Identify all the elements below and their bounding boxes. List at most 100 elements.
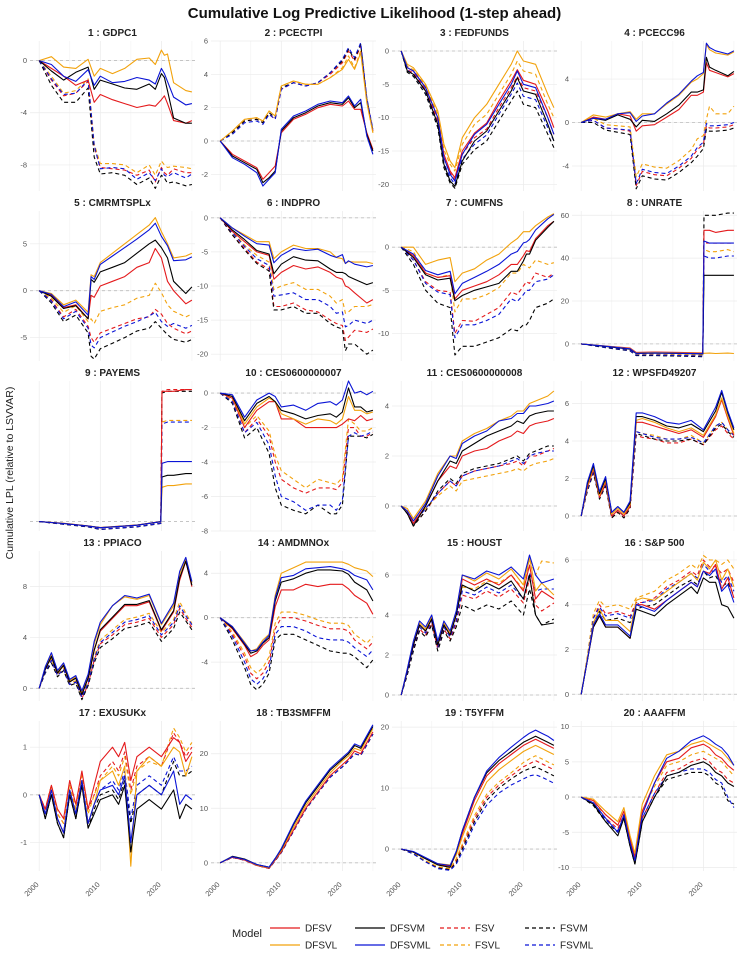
series-line-dfsvm — [39, 473, 192, 529]
panel-14: 14 : AMDMNOx -4 0 4 — [201, 538, 376, 701]
legend: Model DFSV DFSVL DFSVM DFSVML FSV FSVL FSVM FSV… — [232, 924, 594, 952]
panel-5: 5 : CMRMTSPLx -5 0 5 — [20, 198, 195, 361]
y-tick-label: -20 — [378, 180, 389, 189]
series-line-fsvl — [38, 60, 193, 176]
y-tick-label: -10 — [378, 329, 389, 338]
panel-7: 7 : CUMFNS -10 -5 0 — [378, 198, 557, 361]
series-line-dfsvml — [400, 554, 555, 696]
legend-label-dfsvm: DFSVM — [390, 924, 425, 935]
series-line-dfsvl — [580, 559, 735, 695]
y-tick-label: 4 — [204, 70, 208, 79]
series-line-fsvl — [400, 457, 555, 522]
panel-10: 10 : CES0600000007 -8 -6 -4 -2 0 — [201, 368, 376, 536]
series-line-dfsvml — [39, 461, 192, 529]
legend-label-fsvl: FSVL — [475, 941, 500, 952]
series-line-dfsvml — [580, 568, 735, 695]
series-line-fsv — [580, 425, 735, 519]
y-tick-label: 4 — [204, 569, 208, 578]
panel-1: 1 : GDPC1 -8 -4 0 — [20, 28, 195, 191]
series-line-fsvm — [219, 617, 374, 691]
panel-title: 20 : AAAFFM — [624, 708, 686, 719]
y-tick-label: -4 — [201, 458, 208, 467]
series-line-dfsv — [38, 60, 193, 124]
y-tick-label: 0 — [23, 790, 27, 799]
series-line-fsvl — [219, 392, 374, 489]
series-line-fsvml — [39, 421, 192, 530]
series-line-fsvm — [400, 588, 555, 696]
series-line-dfsv — [38, 737, 193, 820]
series-line-fsvm — [581, 121, 735, 190]
series-line-fsv — [38, 60, 192, 183]
panel-title: 15 : HOUST — [447, 538, 502, 549]
series-line-fsvm — [580, 423, 735, 519]
series-line-dfsvml — [580, 389, 735, 517]
series-line-dfsv — [38, 560, 193, 696]
series-line-dfsvl — [39, 49, 193, 93]
series-line-fsvl — [401, 246, 555, 313]
panel-title: 7 : CUMFNS — [446, 198, 504, 209]
panel-title: 11 : CES0600000008 — [427, 368, 523, 379]
panel-2: 2 : PCECTPI -2 0 2 4 6 — [201, 28, 376, 191]
y-tick-label: -5 — [562, 828, 569, 837]
y-tick-label: -8 — [20, 160, 27, 169]
y-tick-label: 1 — [23, 743, 27, 752]
series-line-dfsvm — [581, 56, 735, 128]
series-line-fsvm — [400, 766, 555, 871]
series-line-dfsvl — [38, 746, 193, 867]
series-line-dfsv — [581, 229, 734, 354]
x-tick-label: 2010 — [626, 880, 644, 898]
series-line-fsvm — [581, 212, 734, 358]
series-line-dfsv — [39, 389, 192, 529]
y-tick-label: -15 — [378, 147, 389, 156]
series-line-fsvml — [580, 768, 735, 864]
series-line-fsvm — [400, 445, 554, 527]
series-line-fsv — [400, 447, 555, 527]
series-line-dfsvl — [220, 392, 374, 425]
legend-label-dfsvl: DFSVL — [305, 941, 338, 952]
series-line-fsv — [38, 290, 193, 343]
series-line-fsvm — [400, 50, 555, 189]
series-line-dfsvm — [580, 577, 735, 695]
series-line-fsvl — [581, 105, 735, 178]
y-tick-label: -6 — [201, 492, 208, 501]
series-line-dfsvm — [219, 217, 374, 286]
y-tick-label: 20 — [561, 297, 569, 306]
series-line-dfsvml — [219, 566, 374, 652]
series-line-dfsvm — [219, 569, 374, 654]
series-line-dfsv — [219, 392, 374, 429]
series-line-dfsvm — [38, 784, 193, 853]
series-line-fsvm — [219, 217, 374, 355]
series-line-fsvml — [38, 60, 193, 182]
y-tick-label: 4 — [565, 75, 569, 84]
y-tick-label: 6 — [385, 571, 389, 580]
series-line-fsv — [400, 578, 555, 696]
y-tick-label: 0 — [385, 243, 389, 252]
series-line-dfsvm — [401, 735, 555, 868]
series-line-fsvm — [219, 43, 374, 142]
y-tick-label: 4 — [23, 633, 27, 642]
series-line-fsvl — [219, 50, 374, 142]
panel-title: 10 : CES0600000007 — [245, 368, 342, 379]
series-line-fsvml — [581, 255, 734, 357]
series-line-fsv — [401, 760, 555, 870]
series-line-dfsvl — [401, 213, 555, 283]
x-axis-tick-labels: 2000 2010 2020 2000 2010 2020 2000 2010 2020 2000… — [22, 880, 704, 898]
series-line-dfsvml — [219, 724, 374, 868]
y-tick-label: 20 — [200, 749, 208, 758]
y-tick-label: 0 — [565, 339, 569, 348]
y-tick-label: -4 — [201, 658, 208, 667]
series-line-fsvm — [580, 570, 735, 695]
y-tick-label: 0 — [385, 47, 389, 56]
y-tick-label: -5 — [201, 247, 208, 256]
y-tick-label: 0 — [204, 213, 208, 222]
y-tick-label: 10 — [200, 804, 208, 813]
legend-title: Model — [232, 928, 262, 940]
series-line-fsvml — [38, 605, 193, 698]
series-line-fsvl — [400, 50, 555, 172]
y-tick-label: -10 — [378, 113, 389, 122]
y-tick-label: 10 — [561, 722, 569, 731]
series-line-fsv — [38, 732, 193, 824]
series-line-dfsvm — [580, 761, 735, 865]
series-line-dfsv — [219, 583, 374, 658]
series-line-fsvm — [39, 390, 192, 531]
